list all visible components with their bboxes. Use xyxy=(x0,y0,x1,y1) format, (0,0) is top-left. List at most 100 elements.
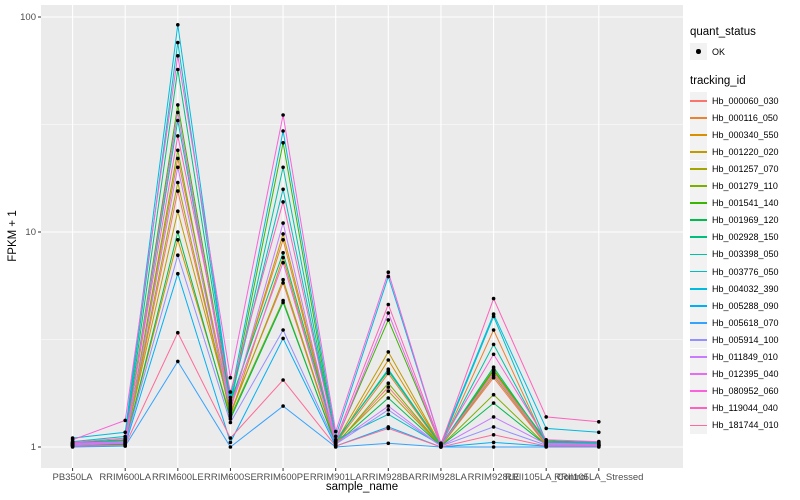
legend-key-box xyxy=(690,331,707,349)
legend-key-box xyxy=(690,416,707,434)
data-point xyxy=(281,129,285,133)
legend-key-box xyxy=(690,297,707,315)
data-point xyxy=(281,378,285,382)
data-point xyxy=(281,238,285,242)
legend-key-box xyxy=(690,92,707,110)
data-point xyxy=(228,375,233,380)
data-point xyxy=(439,445,443,449)
data-point xyxy=(491,352,496,357)
data-point xyxy=(491,425,496,429)
legend-line-icon xyxy=(690,168,707,170)
data-point xyxy=(281,165,285,170)
data-point xyxy=(544,444,548,448)
data-point xyxy=(491,368,496,372)
data-point xyxy=(281,141,285,145)
legend-item: Hb_000116_050 xyxy=(690,109,800,127)
data-point xyxy=(491,445,496,449)
data-point xyxy=(491,365,496,370)
data-point xyxy=(491,328,496,332)
legend-key-box xyxy=(690,382,707,400)
data-point xyxy=(491,415,496,419)
legend-line-icon xyxy=(690,424,707,427)
legend-item-label: Hb_012395_040 xyxy=(712,369,779,380)
legend-key-box xyxy=(690,280,707,298)
chart-panel xyxy=(41,5,683,468)
legend-line-icon xyxy=(690,304,707,307)
legend-item-label: Hb_011849_010 xyxy=(712,352,778,363)
data-point xyxy=(281,232,285,236)
data-point xyxy=(228,420,233,425)
legend-item-label: Hb_005618_070 xyxy=(712,317,779,328)
data-point xyxy=(491,342,496,347)
data-point xyxy=(176,118,180,123)
data-point xyxy=(544,415,548,419)
legend-item: Hb_001279_110 xyxy=(690,177,800,195)
legend-title-tracking-id: tracking_id xyxy=(690,75,746,88)
data-point xyxy=(491,433,496,437)
data-point xyxy=(281,255,285,260)
data-points xyxy=(70,23,601,449)
legend-key-box xyxy=(690,228,707,246)
data-point xyxy=(386,270,391,275)
legend-item: Hb_001969_120 xyxy=(690,211,800,229)
legend-item-label: Hb_181744_010 xyxy=(712,420,779,431)
data-point xyxy=(386,318,391,322)
legend-key-box xyxy=(690,194,707,212)
data-point xyxy=(386,302,391,307)
legend-line-icon xyxy=(690,151,707,153)
data-point xyxy=(123,443,127,448)
legend-key-box xyxy=(690,211,707,229)
data-point xyxy=(176,54,180,58)
data-point xyxy=(386,389,391,393)
x-tick-label: RRII105LA_Control xyxy=(505,472,587,483)
data-point xyxy=(333,429,338,434)
legend-item-label: Hb_004032_390 xyxy=(712,283,779,294)
legend-key-box xyxy=(690,43,707,61)
x-tick-label: RRIM600LA xyxy=(99,472,151,483)
legend-line-icon xyxy=(690,373,707,376)
data-point xyxy=(281,187,285,192)
data-point xyxy=(70,444,75,448)
data-point xyxy=(176,253,180,257)
data-point xyxy=(176,23,180,27)
data-point xyxy=(123,436,127,440)
legend-line-icon xyxy=(690,339,707,341)
legend-item-label: Hb_001279_110 xyxy=(712,181,778,192)
legend-item: Hb_011849_010 xyxy=(690,348,800,366)
data-point xyxy=(333,438,338,442)
data-point xyxy=(333,444,338,448)
data-point xyxy=(281,336,285,341)
legend-item-label: Hb_001220_020 xyxy=(712,146,779,157)
data-point xyxy=(281,277,285,282)
legend-item: Hb_003776_050 xyxy=(690,263,800,281)
legend-item-label: Hb_001541_140 xyxy=(712,198,779,209)
data-point xyxy=(386,311,391,315)
point-marker-icon xyxy=(696,49,701,54)
data-point xyxy=(544,426,548,431)
data-point xyxy=(333,440,338,445)
legend-item-label: Hb_001969_120 xyxy=(712,215,779,226)
legend-item: Hb_181744_010 xyxy=(690,416,800,434)
data-point xyxy=(228,445,233,449)
data-point xyxy=(597,420,601,424)
data-point xyxy=(386,404,391,408)
data-point xyxy=(386,385,391,389)
data-point xyxy=(491,440,496,445)
x-tick-label: RRIM928LE xyxy=(468,472,520,483)
legend-item: Hb_005618_070 xyxy=(690,314,800,332)
legend-item: Hb_001220_020 xyxy=(690,143,800,161)
legend-title-quant-status: quant_status xyxy=(690,26,756,38)
data-point xyxy=(281,221,285,225)
data-point xyxy=(333,434,338,439)
chart-plot-area: 1 10 100 PB350LA RRIM600LA RRIM600LE RRIM600SE… xyxy=(20,5,683,483)
legend: quant_status OK tracking_id Hb_000060_03… xyxy=(690,26,800,434)
legend-item-ok: OK xyxy=(690,43,800,61)
legend-item-label: Hb_005914_100 xyxy=(712,334,779,345)
legend-item: Hb_080952_060 xyxy=(690,382,800,400)
legend-item: Hb_012395_040 xyxy=(690,365,800,383)
legend-line-icon xyxy=(690,390,707,393)
data-point xyxy=(176,238,180,242)
data-point xyxy=(228,436,233,440)
data-point xyxy=(281,260,285,265)
legend-line-icon xyxy=(690,116,707,119)
